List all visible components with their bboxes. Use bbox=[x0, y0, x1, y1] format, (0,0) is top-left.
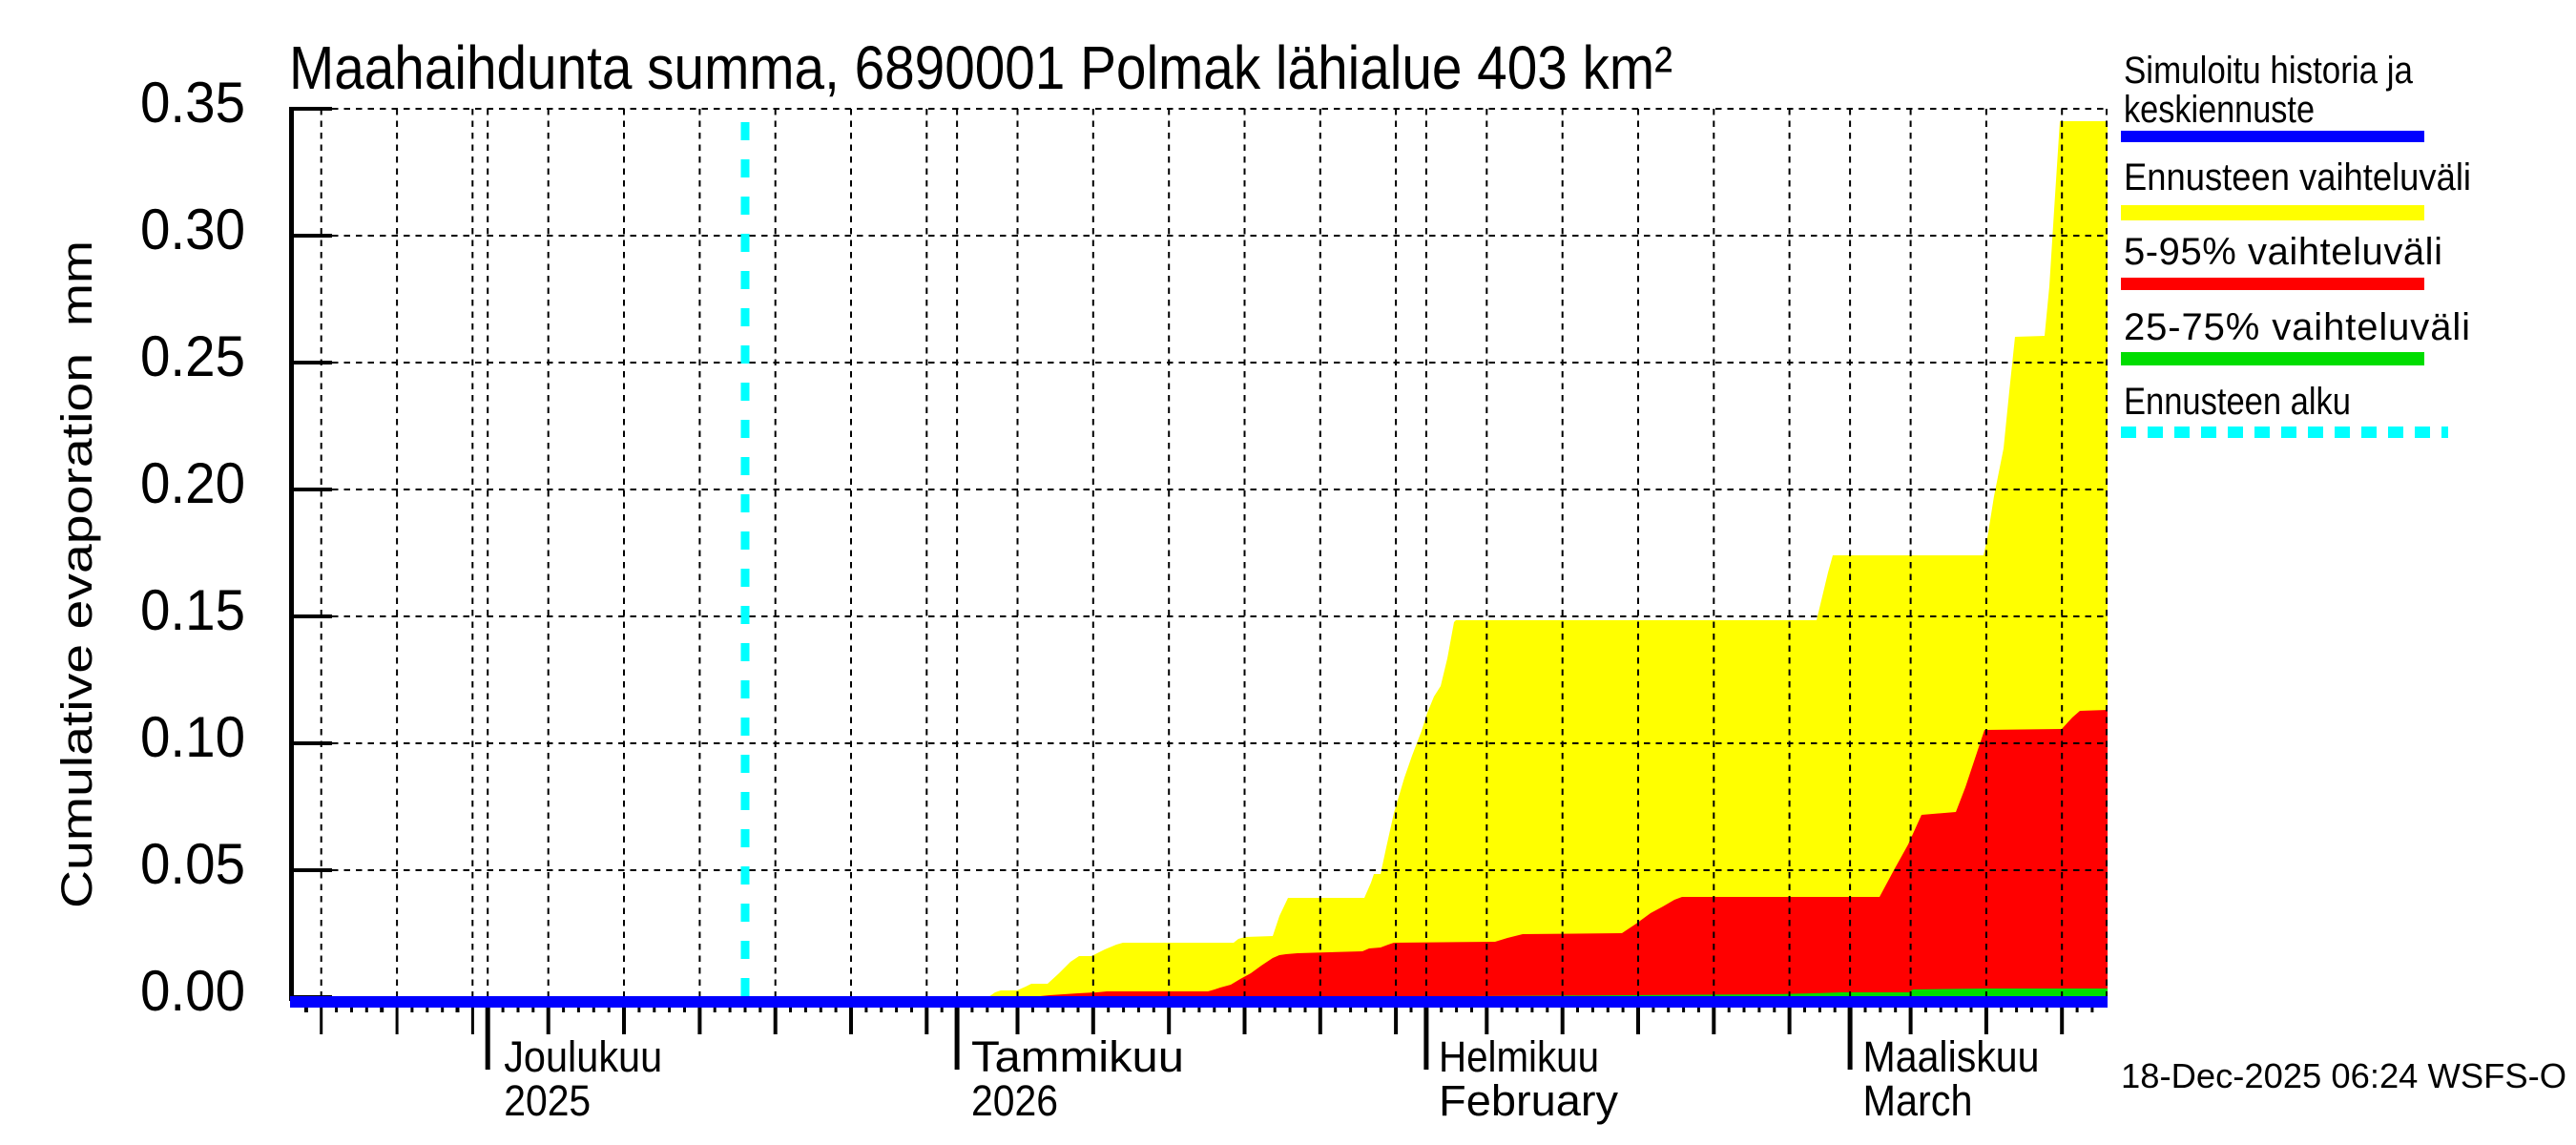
svg-text:Tammikuu: Tammikuu bbox=[971, 1032, 1184, 1081]
svg-text:2025: 2025 bbox=[504, 1076, 591, 1125]
svg-text:Ennusteen vaihteluväli: Ennusteen vaihteluväli bbox=[2124, 156, 2471, 198]
svg-text:mm: mm bbox=[52, 240, 101, 326]
svg-text:March: March bbox=[1863, 1076, 1973, 1125]
svg-text:18-Dec-2025 06:24 WSFS-O: 18-Dec-2025 06:24 WSFS-O bbox=[2121, 1056, 2566, 1095]
svg-text:0.15: 0.15 bbox=[140, 578, 245, 642]
svg-text:Ennusteen alku: Ennusteen alku bbox=[2124, 381, 2351, 423]
svg-text:0.35: 0.35 bbox=[140, 71, 245, 135]
svg-text:Joulukuu: Joulukuu bbox=[504, 1032, 662, 1081]
svg-text:0.10: 0.10 bbox=[140, 705, 245, 769]
svg-text:5-95% vaihteluväli: 5-95% vaihteluväli bbox=[2124, 231, 2442, 273]
svg-text:Maaliskuu: Maaliskuu bbox=[1863, 1032, 2040, 1081]
svg-text:Simuloitu historia ja: Simuloitu historia ja bbox=[2124, 50, 2414, 92]
svg-text:February: February bbox=[1439, 1076, 1619, 1125]
svg-text:keskiennuste: keskiennuste bbox=[2124, 89, 2315, 131]
svg-text:Maahaihdunta summa, 6890001 Po: Maahaihdunta summa, 6890001 Polmak lähia… bbox=[289, 33, 1672, 102]
svg-text:Helmikuu: Helmikuu bbox=[1439, 1032, 1599, 1081]
svg-text:0.00: 0.00 bbox=[140, 959, 245, 1023]
svg-text:Cumulative evaporation: Cumulative evaporation bbox=[52, 353, 101, 908]
svg-text:0.25: 0.25 bbox=[140, 324, 245, 388]
svg-text:0.05: 0.05 bbox=[140, 832, 245, 896]
svg-text:0.20: 0.20 bbox=[140, 451, 245, 515]
svg-text:2026: 2026 bbox=[971, 1076, 1058, 1125]
svg-text:25-75% vaihteluväli: 25-75% vaihteluväli bbox=[2124, 306, 2470, 348]
svg-text:0.30: 0.30 bbox=[140, 198, 245, 261]
